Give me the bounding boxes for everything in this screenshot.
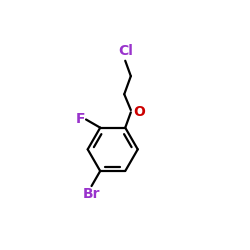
Text: F: F — [76, 112, 85, 126]
Text: Br: Br — [83, 187, 100, 201]
Text: Cl: Cl — [118, 44, 133, 59]
Text: O: O — [133, 105, 145, 119]
